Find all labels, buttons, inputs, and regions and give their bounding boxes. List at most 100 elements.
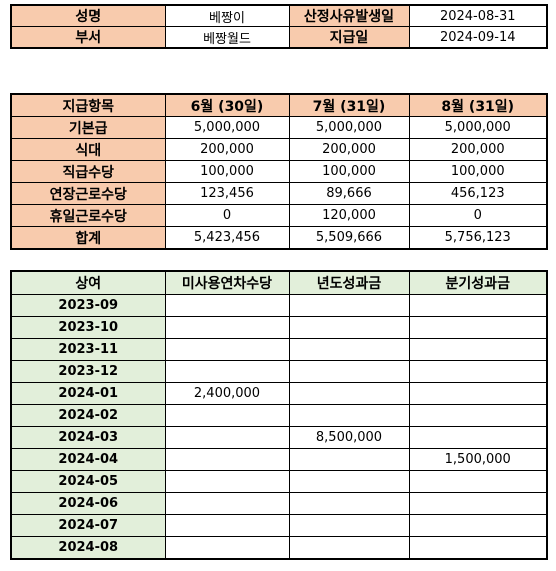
pay-total-row: 합계 5,423,456 5,509,666 5,756,123 — [10, 226, 548, 250]
bonus-row: 2023-10 — [10, 316, 548, 339]
pay-total-cell[interactable]: 5,756,123 — [408, 226, 548, 250]
bonus-cell[interactable] — [164, 294, 290, 317]
pay-cell[interactable]: 5,000,000 — [408, 116, 548, 139]
bonus-cell[interactable] — [164, 360, 290, 383]
pay-cell[interactable]: 100,000 — [408, 160, 548, 183]
bonus-cell[interactable] — [164, 536, 290, 560]
bonus-row: 2023-09 — [10, 294, 548, 317]
bonus-cell[interactable]: 2,400,000 — [164, 382, 290, 405]
bonus-cell[interactable] — [408, 316, 548, 339]
pay-cell[interactable]: 89,666 — [288, 182, 410, 205]
pay-cell[interactable]: 5,000,000 — [288, 116, 410, 139]
pay-header-item: 지급항목 — [10, 93, 166, 117]
bonus-cell[interactable] — [408, 426, 548, 449]
bonus-cell[interactable]: 8,500,000 — [288, 426, 410, 449]
bonus-row: 2023-11 — [10, 338, 548, 361]
bonus-cell[interactable] — [408, 536, 548, 560]
bonus-cell[interactable] — [408, 360, 548, 383]
bonus-row-month: 2024-07 — [10, 514, 166, 537]
bonus-row-month: 2024-06 — [10, 492, 166, 515]
pay-total-cell[interactable]: 5,423,456 — [164, 226, 290, 250]
pay-cell[interactable]: 456,123 — [408, 182, 548, 205]
pay-row: 연장근로수당 123,456 89,666 456,123 — [10, 182, 548, 205]
cause-date-label: 산정사유발생일 — [288, 4, 410, 27]
bonus-cell[interactable] — [164, 448, 290, 471]
bonus-cell[interactable] — [288, 382, 410, 405]
bonus-row-month: 2024-03 — [10, 426, 166, 449]
pay-cell[interactable]: 0 — [164, 204, 290, 227]
dept-label: 부서 — [10, 26, 166, 49]
bonus-cell[interactable] — [288, 470, 410, 493]
bonus-cell[interactable] — [408, 514, 548, 537]
bonus-cell[interactable] — [288, 316, 410, 339]
pay-row: 휴일근로수당 0 120,000 0 — [10, 204, 548, 227]
pay-row: 식대 200,000 200,000 200,000 — [10, 138, 548, 161]
bonus-cell[interactable] — [164, 426, 290, 449]
cause-date-value[interactable]: 2024-08-31 — [408, 4, 548, 27]
pay-cell[interactable]: 0 — [408, 204, 548, 227]
pay-header-june: 6월 (30일) — [164, 93, 290, 117]
bonus-cell[interactable] — [288, 404, 410, 427]
pay-cell[interactable]: 200,000 — [288, 138, 410, 161]
pay-row-label: 식대 — [10, 138, 166, 161]
pay-cell[interactable]: 5,000,000 — [164, 116, 290, 139]
bonus-row: 2024-05 — [10, 470, 548, 493]
bonus-cell[interactable] — [164, 316, 290, 339]
bonus-cell[interactable] — [164, 492, 290, 515]
name-value[interactable]: 베짱이 — [164, 4, 290, 27]
name-label: 성명 — [10, 4, 166, 27]
bonus-cell[interactable] — [164, 338, 290, 361]
bonus-cell[interactable] — [164, 514, 290, 537]
bonus-cell[interactable] — [164, 404, 290, 427]
pay-cell[interactable]: 123,456 — [164, 182, 290, 205]
bonus-cell[interactable] — [288, 360, 410, 383]
bonus-cell[interactable] — [408, 404, 548, 427]
bonus-cell[interactable] — [288, 448, 410, 471]
bonus-header-unused-leave: 미사용연차수당 — [164, 270, 290, 295]
pay-cell[interactable]: 100,000 — [164, 160, 290, 183]
dept-value[interactable]: 베짱월드 — [164, 26, 290, 49]
bonus-cell[interactable] — [408, 338, 548, 361]
pay-items-table: 지급항목 6월 (30일) 7월 (31일) 8월 (31일) 기본급 5,00… — [10, 93, 548, 250]
pay-total-cell[interactable]: 5,509,666 — [288, 226, 410, 250]
bonus-cell[interactable] — [288, 338, 410, 361]
bonus-cell[interactable]: 1,500,000 — [408, 448, 548, 471]
bonus-row-month: 2024-05 — [10, 470, 166, 493]
pay-cell[interactable]: 100,000 — [288, 160, 410, 183]
bonus-row-month: 2024-08 — [10, 536, 166, 560]
pay-row: 직급수당 100,000 100,000 100,000 — [10, 160, 548, 183]
bonus-cell[interactable] — [288, 536, 410, 560]
pay-date-value[interactable]: 2024-09-14 — [408, 26, 548, 49]
info-row-1: 성명 베짱이 산정사유발생일 2024-08-31 — [10, 4, 548, 27]
bonus-row-month: 2023-09 — [10, 294, 166, 317]
pay-row-label: 직급수당 — [10, 160, 166, 183]
bonus-cell[interactable] — [408, 294, 548, 317]
pay-row-label: 연장근로수당 — [10, 182, 166, 205]
pay-header-row: 지급항목 6월 (30일) 7월 (31일) 8월 (31일) — [10, 93, 548, 117]
bonus-row-month: 2024-01 — [10, 382, 166, 405]
bonus-row: 2024-02 — [10, 404, 548, 427]
pay-row-label: 기본급 — [10, 116, 166, 139]
bonus-row: 2024-06 — [10, 492, 548, 515]
pay-cell[interactable]: 120,000 — [288, 204, 410, 227]
pay-cell[interactable]: 200,000 — [408, 138, 548, 161]
bonus-table: 상여 미사용연차수당 년도성과금 분기성과금 2023-09 2023-10 2… — [10, 270, 548, 560]
bonus-header-row: 상여 미사용연차수당 년도성과금 분기성과금 — [10, 270, 548, 295]
bonus-cell[interactable] — [408, 382, 548, 405]
employee-info-table: 성명 베짱이 산정사유발생일 2024-08-31 부서 베짱월드 지급일 20… — [10, 4, 548, 49]
pay-header-july: 7월 (31일) — [288, 93, 410, 117]
bonus-cell[interactable] — [164, 470, 290, 493]
bonus-row: 2024-04 1,500,000 — [10, 448, 548, 471]
pay-date-label: 지급일 — [288, 26, 410, 49]
pay-cell[interactable]: 200,000 — [164, 138, 290, 161]
bonus-cell[interactable] — [288, 294, 410, 317]
bonus-cell[interactable] — [288, 492, 410, 515]
bonus-cell[interactable] — [408, 492, 548, 515]
bonus-row-month: 2024-02 — [10, 404, 166, 427]
bonus-row-month: 2023-10 — [10, 316, 166, 339]
bonus-cell[interactable] — [288, 514, 410, 537]
bonus-row-month: 2023-11 — [10, 338, 166, 361]
bonus-row: 2024-07 — [10, 514, 548, 537]
bonus-cell[interactable] — [408, 470, 548, 493]
bonus-row: 2024-01 2,400,000 — [10, 382, 548, 405]
